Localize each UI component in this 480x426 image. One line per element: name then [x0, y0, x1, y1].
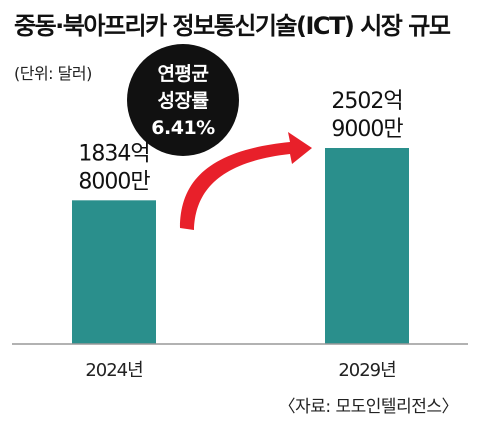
x-tick-label-1: 2029년 [338, 360, 395, 381]
source-note: 〈자료: 모도인텔리전스〉 [278, 397, 459, 417]
growth-label-line-2: 6.41% [151, 117, 215, 139]
bar-1 [325, 148, 409, 344]
value-label-1-1: 9000만 [331, 117, 403, 142]
x-tick-label-0: 2024년 [85, 360, 142, 381]
unit-label: (단위: 달러) [14, 64, 92, 83]
value-label-group: 1834억 8000만 2502억 9000만 [78, 89, 404, 194]
value-label-0-1: 8000만 [78, 169, 150, 194]
value-label-1-0: 2502억 [331, 89, 402, 114]
growth-bubble [127, 44, 239, 156]
chart-title: 중동·북아프리카 정보통신기술(ICT) 시장 규모 [14, 12, 451, 40]
value-label-0-0: 1834억 [78, 141, 149, 166]
growth-arrow-icon [180, 132, 312, 230]
bar-group [72, 148, 409, 344]
growth-label-line-0: 연평균 [158, 63, 209, 85]
x-tick-group: 2024년 2029년 [85, 360, 396, 381]
bar-0 [72, 200, 156, 344]
growth-label-line-1: 성장률 [158, 90, 209, 112]
